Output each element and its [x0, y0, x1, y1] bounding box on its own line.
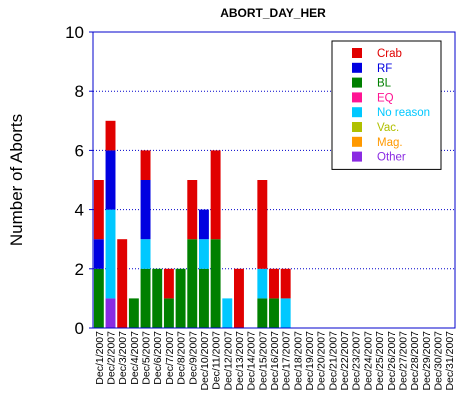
bar-segment-bl	[175, 268, 186, 328]
x-tick-label: Dec/21/2007	[327, 331, 339, 391]
x-tick-label: Dec/15/2007	[257, 331, 269, 391]
x-tick-label: Dec/3/2007	[117, 331, 129, 385]
plot-frame	[92, 31, 456, 329]
x-tick-labels: Dec/1/2007 Dec/2/2007 Dec/3/2007 Dec/4/2007…	[94, 331, 456, 391]
x-tick-label: Dec/14/2007	[246, 331, 258, 391]
bar-segment-no-reason	[280, 298, 291, 328]
bar-segment-bl	[210, 239, 221, 328]
legend-label: Crab	[377, 48, 402, 60]
chart-title: ABORT_DAY_HER	[220, 6, 326, 20]
x-tick-label: Dec/18/2007	[292, 331, 304, 391]
bar-segment-bl	[269, 298, 279, 328]
x-tick-label: Dec/30/2007	[432, 331, 444, 391]
legend-swatch	[352, 122, 362, 132]
x-tick-label: Dec/29/2007	[421, 331, 433, 391]
bar-segment-bl	[93, 268, 104, 328]
bar-segment-bl	[187, 239, 198, 328]
x-tick-label: Dec/23/2007	[351, 331, 363, 391]
bar-segment-crab	[280, 268, 291, 299]
x-tick-label: Dec/5/2007	[141, 331, 153, 385]
legend-label: Mag.	[377, 137, 403, 149]
bar-segment-no-reason	[105, 209, 116, 299]
bar-segment-rf	[140, 180, 151, 240]
x-tick-label: Dec/25/2007	[374, 331, 386, 391]
legend-label: EQ	[377, 92, 394, 104]
bar-segment-bl	[198, 268, 209, 328]
x-tick-label: Dec/8/2007	[176, 331, 188, 385]
legend-box	[331, 40, 442, 170]
bar-segment-no-reason	[198, 239, 209, 269]
x-tick-label: Dec/4/2007	[129, 331, 141, 385]
legend-label: BL	[377, 78, 392, 90]
y-tick-labels: 0 2 4 6 8 10	[65, 23, 93, 338]
bar-segment-crab	[234, 268, 244, 328]
bar-segment-crab	[105, 120, 116, 151]
legend-swatch	[352, 136, 362, 147]
x-tick-label: Dec/10/2007	[199, 331, 211, 391]
x-tick-label: Dec/13/2007	[234, 331, 246, 391]
y-tick-label: 0	[75, 319, 84, 338]
legend-swatch	[352, 48, 362, 58]
legend-label: No reason	[377, 107, 430, 119]
y-tick-label: 6	[75, 141, 84, 160]
x-tick-label: Dec/16/2007	[269, 331, 281, 391]
x-tick-label: Dec/2/2007	[106, 331, 118, 385]
x-tick-label: Dec/27/2007	[397, 331, 409, 391]
bar-segment-crab	[269, 268, 279, 299]
legend-swatch	[352, 92, 362, 103]
x-tick-label: Dec/24/2007	[362, 331, 374, 391]
x-tick-label: Dec/12/2007	[222, 331, 234, 391]
bars-group	[93, 120, 291, 328]
bar-segment-no-reason	[140, 239, 151, 269]
y-axis-label: Number of Aborts	[7, 114, 26, 246]
x-tick-label: Dec/7/2007	[164, 331, 176, 385]
legend-swatch	[352, 107, 362, 118]
legend-swatch	[352, 77, 362, 88]
bar-segment-other	[105, 298, 116, 328]
x-tick-label: Dec/6/2007	[152, 331, 164, 385]
bar-segment-bl	[152, 268, 163, 328]
x-tick-label: Dec/28/2007	[409, 331, 421, 391]
legend-swatch	[352, 151, 362, 162]
bar-segment-no-reason	[222, 298, 233, 328]
legend-label: RF	[377, 63, 392, 75]
bar-segment-crab	[210, 150, 221, 240]
bar-segment-bl	[257, 298, 268, 328]
y-tick-label: 2	[75, 260, 84, 279]
bar-segment-crab	[257, 180, 268, 269]
legend-label: Other	[377, 152, 406, 164]
bar-segment-bl	[140, 268, 151, 328]
bar-segment-no-reason	[257, 268, 268, 299]
x-tick-label: Dec/1/2007	[94, 331, 106, 385]
bar-segment-crab	[140, 150, 151, 180]
x-tick-label: Dec/11/2007	[211, 331, 223, 390]
bar-segment-crab	[117, 239, 128, 328]
bar-segment-crab	[93, 180, 104, 240]
y-tick-label: 4	[75, 201, 84, 220]
bar-segment-rf	[93, 239, 104, 269]
bar-segment-bl	[163, 298, 174, 328]
x-tick-label: Dec/22/2007	[339, 331, 351, 391]
x-tick-label: Dec/9/2007	[187, 331, 199, 385]
bar-segment-crab	[163, 268, 174, 299]
bar-segment-rf	[105, 150, 116, 210]
x-tick-label: Dec/26/2007	[386, 331, 398, 391]
y-tick-label: 8	[75, 82, 84, 101]
legend: Crab RF BL EQ No reason Vac. Mag. Other	[331, 40, 442, 170]
bar-segment-rf	[198, 209, 209, 240]
bar-segment-bl	[128, 298, 139, 328]
bar-segment-crab	[187, 180, 198, 240]
x-tick-label: Dec/31/2007	[444, 331, 456, 391]
legend-swatch	[352, 62, 362, 73]
x-tick-label: Dec/19/2007	[304, 331, 316, 391]
x-tick-label: Dec/20/2007	[316, 331, 328, 391]
y-tick-label: 10	[65, 23, 84, 42]
legend-label: Vac.	[377, 122, 399, 134]
x-tick-label: Dec/17/2007	[281, 331, 293, 391]
